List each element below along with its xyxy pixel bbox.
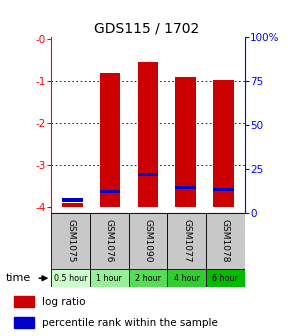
Bar <box>137 173 159 176</box>
Text: time: time <box>6 273 31 283</box>
FancyBboxPatch shape <box>206 213 245 269</box>
Bar <box>14 317 34 329</box>
Bar <box>14 296 34 307</box>
FancyBboxPatch shape <box>90 213 129 269</box>
Text: 2 hour: 2 hour <box>135 274 161 283</box>
Text: 0.5 hour: 0.5 hour <box>54 274 87 283</box>
Text: percentile rank within the sample: percentile rank within the sample <box>42 318 218 328</box>
Text: GSM1077: GSM1077 <box>182 219 191 263</box>
FancyBboxPatch shape <box>167 269 206 287</box>
Text: 6 hour: 6 hour <box>212 274 238 283</box>
FancyBboxPatch shape <box>90 269 129 287</box>
Bar <box>62 198 83 202</box>
Bar <box>176 185 196 189</box>
Text: GSM1075: GSM1075 <box>66 219 75 263</box>
Bar <box>62 203 83 207</box>
FancyBboxPatch shape <box>206 269 245 287</box>
Text: GSM1090: GSM1090 <box>144 219 152 263</box>
Text: 4 hour: 4 hour <box>174 274 200 283</box>
Text: 1 hour: 1 hour <box>96 274 122 283</box>
FancyBboxPatch shape <box>129 213 167 269</box>
Text: GSM1078: GSM1078 <box>221 219 230 263</box>
Text: GDS115 / 1702: GDS115 / 1702 <box>94 22 199 36</box>
FancyBboxPatch shape <box>167 213 206 269</box>
FancyBboxPatch shape <box>51 213 90 269</box>
Bar <box>100 74 120 207</box>
Bar <box>213 80 234 207</box>
Text: GSM1076: GSM1076 <box>105 219 114 263</box>
FancyBboxPatch shape <box>51 269 90 287</box>
Bar <box>137 62 159 207</box>
Bar <box>213 188 234 191</box>
Bar <box>100 190 120 193</box>
FancyBboxPatch shape <box>129 269 167 287</box>
Bar <box>176 77 196 207</box>
Text: log ratio: log ratio <box>42 297 86 306</box>
